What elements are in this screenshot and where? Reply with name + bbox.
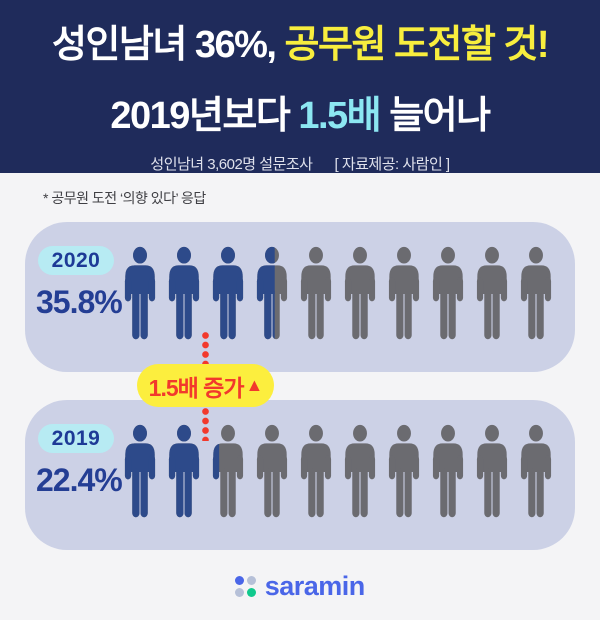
- saramin-wordmark: saramin: [264, 571, 366, 601]
- title-line2-part2: 늘어나: [380, 95, 491, 137]
- survey-subtitle: 성인남녀 3,602명 설문조사 [ 자료제공: 사람인 ]: [0, 153, 600, 174]
- title-line1-highlight: 공무원 도전할 것!: [284, 24, 550, 66]
- person-icon: [167, 424, 201, 520]
- person-icon: [299, 424, 333, 520]
- person-icon: [519, 246, 553, 342]
- year-badge-2020: 2020: [38, 246, 114, 275]
- person-icon: [387, 424, 421, 520]
- increase-badge: 1.5배 증가 ▲: [137, 364, 274, 407]
- person-icon: [211, 424, 245, 520]
- panel-2020: 2020 35.8%: [25, 222, 575, 372]
- person-icon: [475, 424, 509, 520]
- person-icon: [475, 246, 509, 342]
- title-line1-normal: 성인남녀 36%,: [51, 24, 285, 66]
- person-icon: [431, 246, 465, 342]
- header: 성인남녀 36%, 공무원 도전할 것! 2019년보다 1.5배 늘어나 성인…: [0, 0, 600, 173]
- person-icon: [299, 246, 333, 342]
- percent-2020: 35.8%: [36, 284, 123, 320]
- logo-dot-green: [246, 587, 256, 597]
- logo-dot-gray: [235, 587, 245, 597]
- title-line2-part1: 2019년보다: [110, 95, 299, 137]
- title-line-1: 성인남녀 36%, 공무원 도전할 것!: [0, 20, 600, 71]
- person-icon: [519, 424, 553, 520]
- person-icon: [211, 246, 245, 342]
- title-line2-highlight: 1.5배: [298, 95, 381, 137]
- saramin-logo-dots-icon: [235, 576, 256, 597]
- panel-2019: 2019 22.4%: [25, 400, 575, 550]
- person-icon: [387, 246, 421, 342]
- year-badge-2019: 2019: [38, 424, 114, 453]
- person-icon: [123, 424, 157, 520]
- data-source-text: [ 자료제공: 사람인 ]: [334, 156, 450, 173]
- person-icon: [343, 246, 377, 342]
- person-icon: [255, 246, 289, 342]
- pictogram-row-2020: [123, 246, 553, 342]
- pictogram-row-2019: [123, 424, 553, 520]
- person-icon: [255, 424, 289, 520]
- title-line-2: 2019년보다 1.5배 늘어나: [0, 91, 600, 142]
- footnote: * 공무원 도전 ‘의향 있다’ 응답: [43, 190, 206, 206]
- person-icon: [167, 246, 201, 342]
- increase-badge-text: 1.5배 증가: [148, 374, 245, 401]
- up-arrow-icon: ▲: [245, 375, 264, 395]
- footer-logo: saramin: [0, 571, 600, 602]
- survey-sample-text: 성인남녀 3,602명 설문조사: [150, 156, 313, 173]
- percent-2019: 22.4%: [36, 462, 123, 498]
- logo-dot-gray: [246, 576, 256, 586]
- person-icon: [431, 424, 465, 520]
- logo-dot-blue: [235, 576, 245, 586]
- person-icon: [123, 246, 157, 342]
- person-icon: [343, 424, 377, 520]
